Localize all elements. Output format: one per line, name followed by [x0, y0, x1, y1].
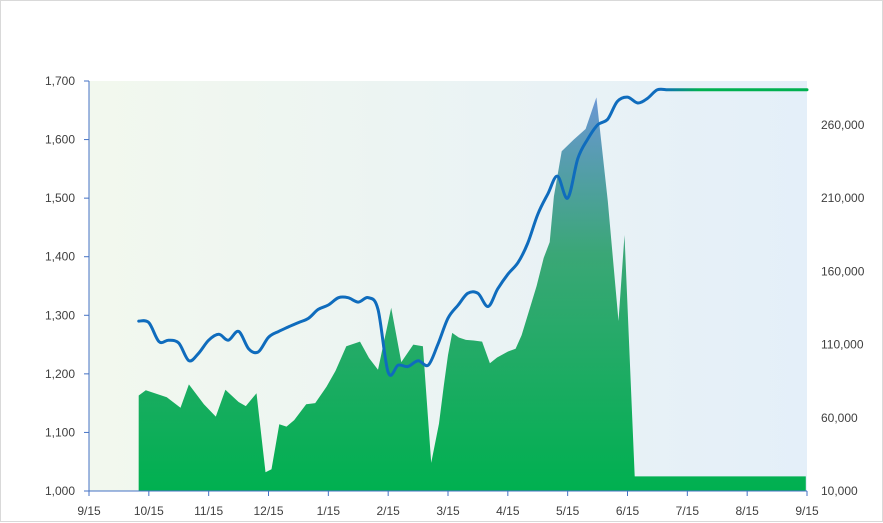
right-tick-label: 160,000: [821, 264, 865, 278]
right-tick-label: 110,000: [821, 338, 864, 352]
x-tick-label: 1/15: [317, 504, 341, 518]
left-tick-label: 1,000: [45, 484, 75, 498]
line-path: [137, 87, 809, 377]
x-tick-label: 5/15: [556, 504, 580, 518]
x-tick-label: 6/15: [616, 504, 640, 518]
left-tick-label: 1,500: [45, 191, 75, 205]
x-tick-label: 7/15: [676, 504, 700, 518]
left-tick-label: 1,400: [45, 250, 75, 264]
x-tick-label: 4/15: [496, 504, 520, 518]
left-tick-label: 1,100: [45, 425, 75, 439]
right-tick-label: 60,000: [821, 411, 858, 425]
x-tick-label: 10/15: [134, 504, 164, 518]
left-axis-ticks: 1,000 1,100 1,200 1,300 1,400 1,500 1,600 1,700: [45, 74, 89, 498]
right-tick-label: 260,000: [821, 118, 865, 132]
x-tick-label: 9/15: [795, 504, 819, 518]
x-tick-label: 9/15: [77, 504, 101, 518]
right-tick-label: 210,000: [821, 191, 865, 205]
area-series: [138, 97, 806, 492]
x-tick-label: 3/15: [436, 504, 460, 518]
x-axis-ticks: 9/15 10/15 11/15 12/15 1/15 2/15 3/15 4/15 5/15 6…: [77, 491, 819, 518]
left-tick-label: 1,200: [45, 367, 75, 381]
right-tick-label: 10,000: [821, 484, 858, 498]
right-axis-ticks: 10,000 60,000 110,000 160,000 210,000 260,000: [821, 118, 865, 498]
left-tick-label: 1,700: [45, 74, 75, 88]
x-tick-label: 12/15: [253, 504, 283, 518]
x-tick-label: 8/15: [735, 504, 759, 518]
x-tick-label: 11/15: [194, 504, 223, 518]
left-tick-label: 1,600: [45, 133, 75, 147]
left-tick-label: 1,300: [45, 308, 75, 322]
line-series: [137, 87, 809, 377]
area-fill: [138, 97, 806, 492]
x-tick-label: 2/15: [376, 504, 400, 518]
